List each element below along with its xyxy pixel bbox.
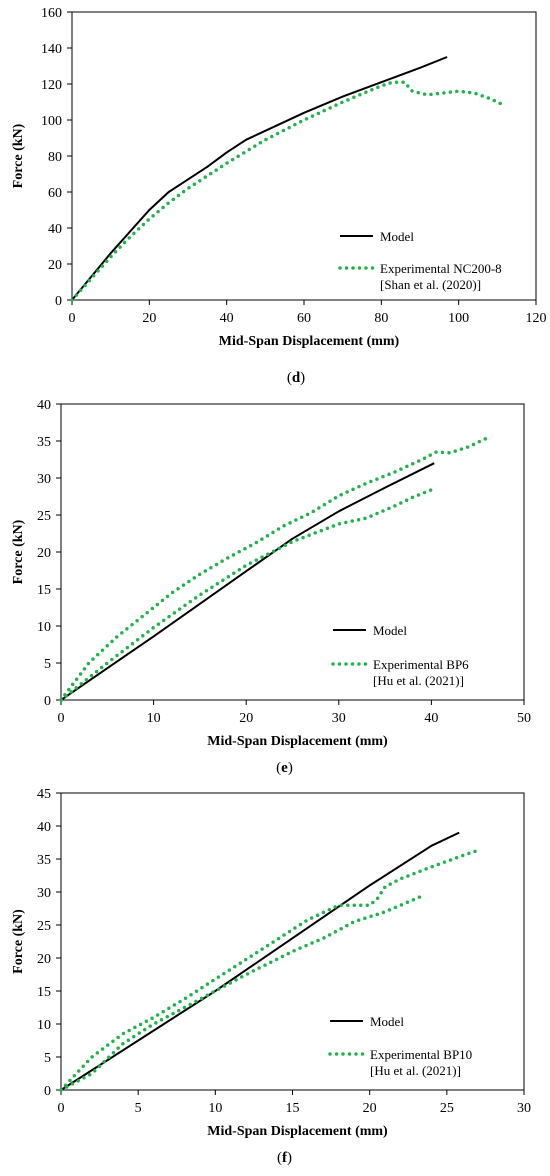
x-axis-title: Mid-Span Displacement (mm) <box>207 1124 388 1139</box>
x-tick-label: 20 <box>363 1101 377 1116</box>
x-tick-label: 25 <box>440 1101 454 1116</box>
series-model-line <box>60 831 460 1091</box>
plot-frame <box>71 11 537 301</box>
x-tick-label: 40 <box>220 311 234 326</box>
chart-caption: (e) <box>276 760 293 776</box>
legend-model-label: Model <box>373 623 407 638</box>
x-tick-label: 10 <box>208 1101 222 1116</box>
x-tick-label: 0 <box>58 1101 65 1116</box>
chart-f: 0 5 10 15 20 25 30 0 5 10 15 20 25 30 35 40 45 Mid-Span D… <box>11 787 531 1166</box>
legend: Model Experimental NC200-8[Shan et al. (2… <box>338 229 502 292</box>
series-model-line <box>60 462 435 701</box>
x-tick-label: 0 <box>58 711 65 726</box>
legend-experimental-source: [Hu et al. (2021)] <box>373 673 464 688</box>
y-tick-label: 45 <box>37 787 51 802</box>
x-tick-label: 20 <box>239 711 253 726</box>
y-tick-label: 20 <box>48 258 62 273</box>
x-tick-label: 40 <box>424 711 438 726</box>
y-tick-label: 140 <box>41 42 62 57</box>
y-tick-label: 0 <box>55 294 62 309</box>
x-tick-label: 80 <box>374 311 388 326</box>
series-experimental-line <box>59 848 480 1092</box>
y-tick-label: 120 <box>41 78 62 93</box>
x-tick-label: 60 <box>297 311 311 326</box>
y-axis-title: Force (kN) <box>11 909 26 974</box>
x-axis-title: Mid-Span Displacement (mm) <box>207 734 388 749</box>
legend-experimental-source: [Hu et al. (2021)] <box>370 1063 461 1078</box>
series-model-line <box>71 56 448 301</box>
y-tick-label: 40 <box>37 398 51 413</box>
legend-experimental-label: Experimental BP6 <box>373 657 469 672</box>
x-tick-label: 0 <box>69 311 76 326</box>
x-tick-label: 15 <box>286 1101 300 1116</box>
x-tick-label: 5 <box>135 1101 142 1116</box>
chart-caption: (f) <box>277 1150 292 1166</box>
y-tick-label: 0 <box>44 694 51 709</box>
series-experimental-line <box>70 80 507 302</box>
y-tick-label: 30 <box>37 886 51 901</box>
series-experimental-line <box>59 436 489 702</box>
y-tick-label: 60 <box>48 186 62 201</box>
x-tick-label: 10 <box>147 711 161 726</box>
y-tick-label: 160 <box>41 6 62 21</box>
y-tick-label: 40 <box>48 222 62 237</box>
y-tick-label: 10 <box>37 620 51 635</box>
legend-experimental-label: Experimental NC200-8 <box>380 261 502 276</box>
x-axis-title: Mid-Span Displacement (mm) <box>219 334 400 349</box>
plot-frame <box>60 403 525 701</box>
y-tick-label: 10 <box>37 1018 51 1033</box>
y-tick-label: 40 <box>37 820 51 835</box>
x-tick-label: 50 <box>517 711 531 726</box>
y-tick-label: 30 <box>37 472 51 487</box>
x-tick-label: 100 <box>448 311 469 326</box>
y-tick-label: 20 <box>37 952 51 967</box>
y-tick-label: 15 <box>37 985 51 1000</box>
y-axis-title: Force (kN) <box>11 519 26 584</box>
y-tick-label: 100 <box>41 114 62 129</box>
legend-model-label: Model <box>370 1014 404 1029</box>
x-tick-label: 30 <box>332 711 346 726</box>
y-tick-label: 35 <box>37 853 51 868</box>
chart-caption: (d) <box>287 370 305 386</box>
y-tick-label: 25 <box>37 919 51 934</box>
y-tick-label: 5 <box>44 657 51 672</box>
series-experimental-line <box>59 893 426 1092</box>
y-tick-label: 15 <box>37 583 51 598</box>
y-axis-title: Force (kN) <box>11 123 26 188</box>
legend-experimental-label: Experimental BP10 <box>370 1047 472 1062</box>
x-tick-label: 120 <box>526 311 547 326</box>
chart-d: 0 20 40 60 80 100 120 0 20 40 60 80 100 120 140 160 Mid-… <box>11 6 547 386</box>
y-tick-label: 0 <box>44 1084 51 1099</box>
y-tick-label: 20 <box>37 546 51 561</box>
y-tick-label: 35 <box>37 435 51 450</box>
x-tick-label: 30 <box>517 1101 531 1116</box>
legend: Model Experimental BP6[Hu et al. (2021)] <box>331 623 469 688</box>
legend: Model Experimental BP10[Hu et al. (2021)] <box>328 1014 472 1078</box>
legend-model-label: Model <box>380 229 414 244</box>
y-tick-label: 80 <box>48 150 62 165</box>
chart-e: 0 10 20 30 40 50 0 5 10 15 20 25 30 35 40 Mid-Span Disp… <box>11 398 531 776</box>
y-tick-label: 5 <box>44 1051 51 1066</box>
series-experimental-line <box>59 488 434 702</box>
legend-experimental-source: [Shan et al. (2020)] <box>380 277 481 292</box>
x-tick-label: 20 <box>142 311 156 326</box>
y-tick-label: 25 <box>37 509 51 524</box>
